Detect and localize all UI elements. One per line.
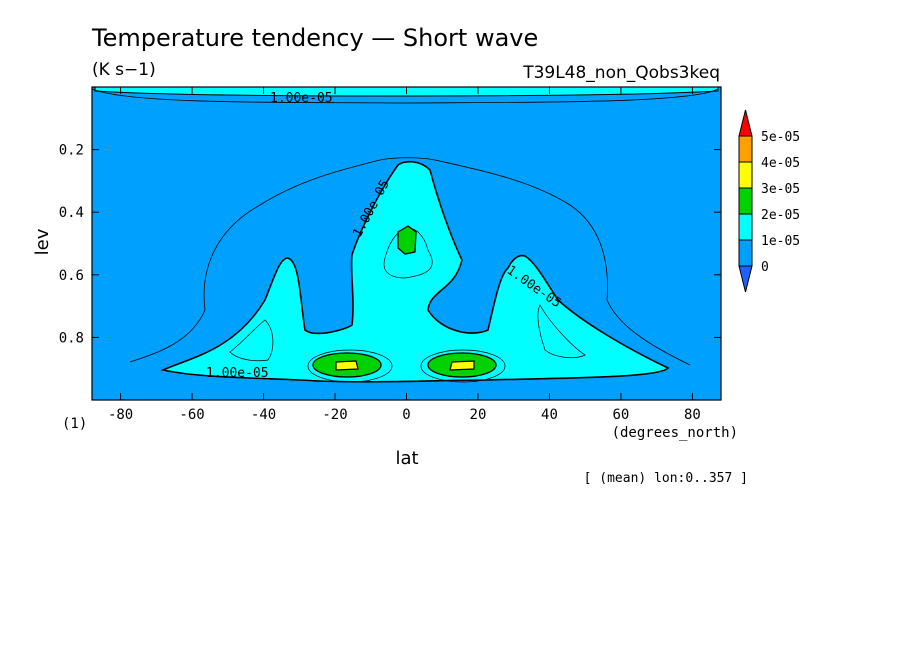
contour-inner-south xyxy=(229,319,274,362)
contour-ring-north xyxy=(420,349,506,383)
region-2e-05-equator xyxy=(397,225,417,255)
colorbar-swatch xyxy=(738,161,753,189)
x-tick-label: 60 xyxy=(613,407,630,423)
y-tick-label: 0.6 xyxy=(59,268,84,284)
colorbar-label: 2e-05 xyxy=(761,208,800,223)
units-label: (K s−1) xyxy=(92,60,156,80)
x-tick-label: 0 xyxy=(402,407,410,423)
y-axis-label: lev xyxy=(32,228,53,255)
averaging-note: [ (mean) lon:0..357 ] xyxy=(584,471,748,486)
colorbar-label: 0 xyxy=(761,260,769,275)
x-tick-label: 80 xyxy=(684,407,701,423)
contour-ring-south xyxy=(307,349,393,383)
colorbar-swatch xyxy=(738,135,753,163)
contour-label-south: 1.00e-05 xyxy=(206,366,269,381)
x-units-label: (degrees_north) xyxy=(612,425,738,441)
x-axis-label: lat xyxy=(395,448,418,469)
x-tick-label: 20 xyxy=(470,407,487,423)
colorbar-label: 3e-05 xyxy=(761,182,800,197)
contour-inner-north xyxy=(537,304,586,359)
colorbar-swatch xyxy=(738,213,753,241)
colorbar-label: 4e-05 xyxy=(761,156,800,171)
colorbar-swatch xyxy=(738,187,753,215)
x-axis: -80 -60 -40 -20 0 20 40 60 80 xyxy=(108,87,701,423)
x-tick-label: -60 xyxy=(179,407,204,423)
x-tick-label: 40 xyxy=(541,407,558,423)
x-tick-label: -40 xyxy=(251,407,276,423)
y-units-label: (1) xyxy=(62,416,87,432)
colorbar: 0 1e-05 2e-05 3e-05 4e-05 5e-05 xyxy=(738,109,800,293)
colorbar-lower-extension xyxy=(738,265,753,293)
y-tick-label: 0.2 xyxy=(59,143,84,159)
contour-top-line xyxy=(91,88,719,104)
contour-label-top: 1.00e-05 xyxy=(270,91,333,106)
y-tick-label: 0.4 xyxy=(59,205,84,221)
y-tick-label: 0.8 xyxy=(59,330,84,346)
colorbar-upper-extension xyxy=(738,109,753,137)
region-3e-05-north xyxy=(449,360,475,371)
colorbar-label: 1e-05 xyxy=(761,234,800,249)
colorbar-label: 5e-05 xyxy=(761,130,800,145)
region-3e-05-south xyxy=(335,360,359,371)
plot-area: 1.00e-05 1.00e-05 1.00e-05 1.00e-05 xyxy=(91,86,722,401)
y-axis: 0.2 0.4 0.6 0.8 xyxy=(59,143,721,346)
chart-title: Temperature tendency — Short wave xyxy=(91,24,538,52)
colorbar-swatch xyxy=(738,239,753,267)
experiment-label: T39L48_non_Qobs3keq xyxy=(522,63,720,83)
region-1e-05 xyxy=(160,160,670,383)
x-tick-label: -20 xyxy=(322,407,347,423)
contour-outer-line xyxy=(129,157,691,366)
x-tick-label: -80 xyxy=(108,407,133,423)
